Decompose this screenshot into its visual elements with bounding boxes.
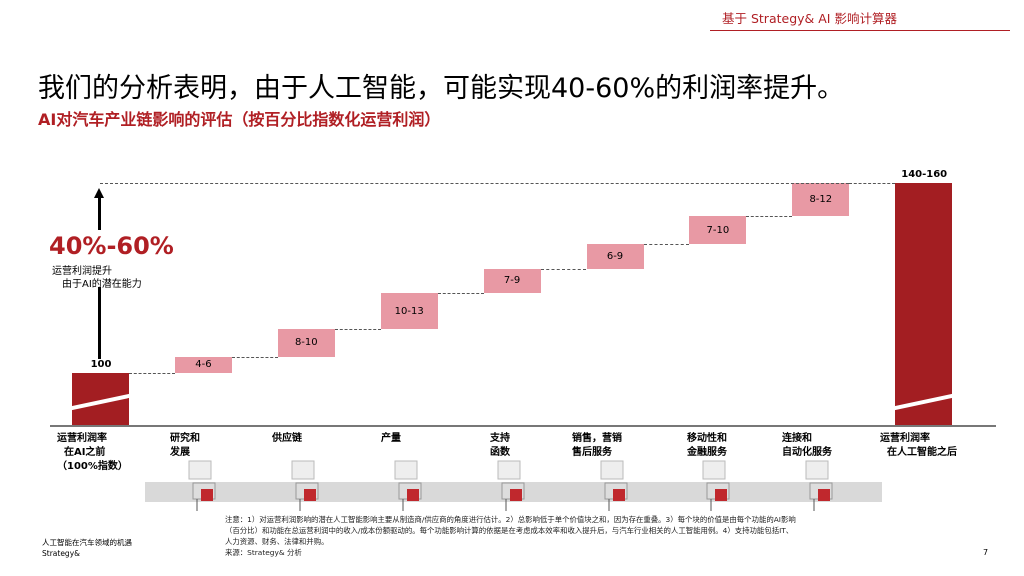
connector [643, 243, 690, 245]
x-axis [50, 425, 996, 427]
bar-label-start: 100 [90, 359, 112, 370]
function-illustration-icon [286, 455, 326, 513]
page-number: 7 [983, 548, 989, 557]
connector [129, 373, 175, 374]
connector [231, 356, 278, 358]
bar-increment: 4-6 [174, 356, 232, 373]
category-label: 连接和 自动化服务 [782, 433, 832, 458]
arrow-shaft [98, 195, 101, 230]
category-label: 产量 [381, 433, 401, 444]
bar-increment: 10-13 [380, 293, 438, 329]
connector [849, 183, 896, 185]
notes: 注意：1）对运营利润影响的潜在人工智能影响主要从制造商/供应商的角度进行估计。2… [225, 514, 800, 558]
category-label: 运营利润率 在AI之前 （100%指数） [57, 433, 128, 472]
bar-increment: 6-9 [586, 243, 644, 269]
category-label: 销售，营销 售后服务 [572, 433, 622, 458]
bar-end [895, 183, 953, 425]
notes-text: 注意：1）对运营利润影响的潜在人工智能影响主要从制造商/供应商的角度进行估计。2… [225, 515, 796, 546]
bar-increment: 8-10 [277, 329, 335, 357]
arrow-shaft [98, 287, 101, 359]
footer-title: 人工智能在汽车领域的机遇 [42, 538, 132, 547]
function-illustration-icon [595, 455, 635, 513]
callout-value: 40%-60% [49, 232, 174, 260]
page-subtitle: AI对汽车产业链影响的评估（按百分比指数化运营利润） [38, 110, 441, 129]
source-text: 来源：Strategy& 分析 [225, 548, 302, 557]
connector-top [100, 183, 850, 185]
connector [437, 293, 484, 295]
category-label: 运营利润率 在人工智能之后 [880, 433, 957, 458]
function-illustration-icon [389, 455, 429, 513]
function-illustration-icon [492, 455, 532, 513]
header-tool-label: 基于 Strategy& AI 影响计算器 [722, 11, 897, 26]
category-label: 供应链 [272, 433, 302, 444]
category-label: 移动性和 金融服务 [687, 433, 727, 458]
page-title: 我们的分析表明，由于人工智能，可能实现40-60%的利润率提升。 [38, 73, 845, 104]
header-divider [710, 30, 1010, 31]
callout-line2: 由于AI的潜在能力 [62, 279, 142, 290]
category-label: 支持 函数 [490, 433, 510, 458]
arrow-up-icon [94, 188, 104, 198]
footer: 人工智能在汽车领域的机遇 Strategy& [42, 537, 132, 559]
bar-increment: 7-9 [483, 268, 541, 294]
function-illustration-icon [697, 455, 737, 513]
function-illustration-icon [800, 455, 840, 513]
category-label: 研究和 发展 [170, 433, 200, 458]
footer-brand: Strategy& [42, 549, 80, 558]
function-illustration-icon [183, 455, 223, 513]
connector [334, 329, 381, 330]
connector [746, 216, 793, 218]
bar-increment: 7-10 [689, 216, 747, 244]
callout-line1: 运营利润提升 [52, 266, 112, 277]
connector [540, 268, 587, 270]
bar-increment: 8-12 [792, 183, 850, 217]
bar-label-end: 140-160 [901, 169, 948, 181]
